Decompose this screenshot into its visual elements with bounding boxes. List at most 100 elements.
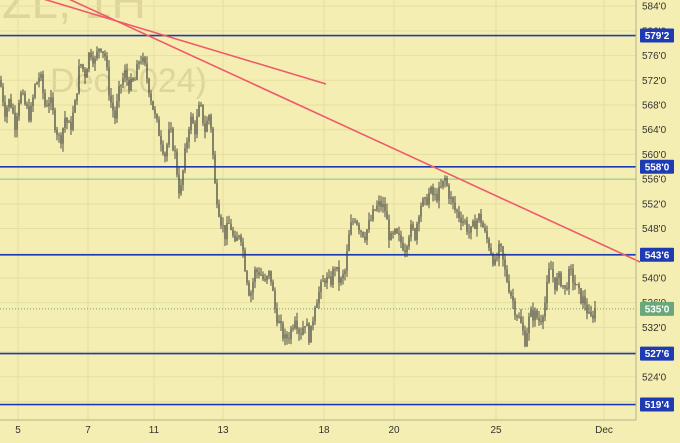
candle-body [176,151,178,175]
candle-body [392,233,394,234]
candle-body [124,70,126,79]
x-tick-label: 25 [490,425,502,436]
x-tick-label: 13 [217,425,229,436]
candle-body [332,268,334,285]
candle-body [330,276,332,285]
candle-body [28,106,30,121]
candle-body [412,224,414,229]
candle-body [184,148,186,171]
candle-body [316,303,318,308]
candle-body [482,222,484,228]
candle-body [438,186,440,201]
candle-body [38,77,40,83]
candle-body [126,70,128,80]
candle-body [306,323,308,327]
candle-body [286,334,288,339]
candle-body [454,202,456,210]
candle-body [132,78,134,81]
candle-body [256,269,258,273]
candle-body [12,107,14,113]
candle-body [524,330,526,347]
candle-body [276,308,278,323]
candle-body [594,308,596,319]
candle-body [54,110,56,130]
y-tick-label: 572'0 [642,76,667,87]
candle-body [20,92,22,104]
candle-body [326,276,328,283]
candle-body [104,53,106,57]
candle-body [198,104,200,117]
candle-body [178,174,180,194]
time-axis: 5 7 11 13 18 20 25 Dec [0,419,636,436]
candle-body [358,224,360,231]
candle-body [96,51,98,59]
candle-body [490,248,492,255]
candle-body [310,325,312,343]
candle-body [464,220,466,222]
x-tick-label: 18 [318,425,330,436]
candle-body [466,220,468,232]
y-tick-label: 524'0 [642,372,667,383]
candle-body [194,123,196,135]
candle-body [532,309,534,321]
candle-body [566,287,568,290]
candle-body [296,320,298,330]
candle-body [90,52,92,58]
candle-body [56,129,58,135]
candle-body [362,231,364,237]
candle-body [148,78,150,94]
candle-body [166,144,168,157]
candle-body [134,79,136,81]
candle-body [422,198,424,206]
candle-body [398,233,400,235]
candle-body [146,63,148,79]
candle-body [446,178,448,186]
candle-body [78,65,80,94]
x-tick-label: Dec [595,425,613,436]
candle-body [420,205,422,217]
level-labels: 579'2 558'0 543'6 527'6 519'4 535'0 [640,28,674,412]
candle-body [562,285,564,287]
candle-body [460,217,462,223]
x-tick-label: 7 [85,425,91,436]
candle-body [530,309,532,317]
candle-body [416,223,418,240]
candle-body [226,223,228,240]
candle-body [234,235,236,241]
candle-body [244,250,246,272]
candle-body [84,69,86,78]
candle-body [294,320,296,328]
candle-body [18,103,20,117]
candle-body [380,201,382,208]
candle-body [154,109,156,115]
candle-body [298,329,300,334]
candle-body [150,93,152,101]
level-label-box [640,28,674,43]
candle-body [424,197,426,199]
candle-body [92,57,94,64]
candle-body [370,219,372,221]
candle-body [492,254,494,265]
candle-body [328,276,330,278]
candle-body [302,327,304,335]
candle-body [308,323,310,343]
candle-body [386,211,388,220]
candle-body [40,74,42,78]
y-tick-label: 552'0 [642,199,667,210]
candle-body [74,100,76,113]
candle-body [230,223,232,230]
candle-body [110,95,112,103]
candle-body [278,320,280,323]
y-tick-label: 540'0 [642,273,667,284]
candle-body [262,274,264,280]
candle-body [322,280,324,282]
candle-body [142,57,144,62]
price-candles [0,46,596,348]
candle-body [588,311,590,314]
candle-body [200,104,202,106]
current-price-label: 535'0 [645,304,670,315]
candle-body [34,84,36,98]
candle-body [544,302,546,317]
candle-body [512,296,514,302]
